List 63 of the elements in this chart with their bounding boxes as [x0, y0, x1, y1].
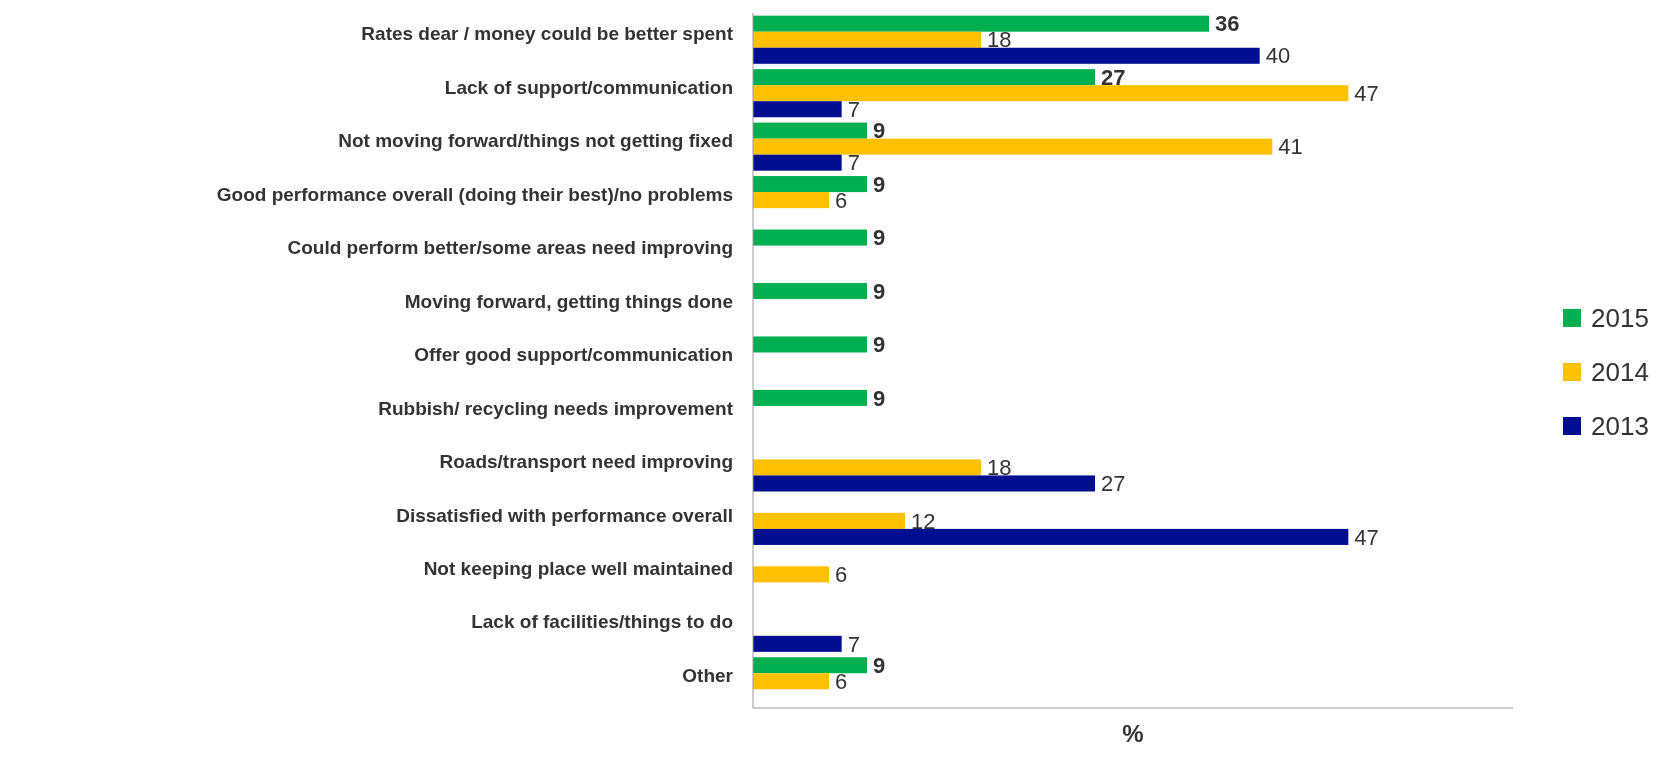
bar: [753, 459, 981, 476]
legend-label: 2014: [1591, 357, 1649, 388]
bar: [753, 47, 1260, 64]
bar: [753, 673, 829, 690]
data-label: 6: [835, 668, 848, 694]
data-label: 6: [835, 562, 848, 588]
bar: [753, 475, 1095, 492]
data-label: 18: [987, 27, 1012, 53]
y-tick-label: Moving forward, getting things done: [404, 290, 733, 312]
data-label: 41: [1278, 134, 1303, 160]
bar: [753, 229, 867, 246]
y-tick-label: Good performance overall (doing their best)/no problems: [216, 183, 733, 205]
data-label: 7: [847, 96, 860, 122]
y-tick-label: Dissatisfied with performance overall: [396, 504, 733, 526]
bar: [753, 336, 867, 353]
y-tick-label: Rates dear / money could be better spent: [361, 23, 734, 45]
data-label: 9: [873, 652, 886, 678]
y-tick-label: Roads/transport need improving: [439, 451, 733, 473]
data-label: 27: [1101, 64, 1126, 90]
data-label: 9: [873, 278, 886, 304]
y-tick-label: Rubbish/ recycling needs improvement: [378, 397, 734, 419]
data-label: 7: [847, 150, 860, 176]
data-label: 9: [873, 118, 886, 144]
data-label: 9: [873, 332, 886, 358]
bar: [753, 512, 905, 529]
x-axis-title: %: [1122, 720, 1144, 748]
bar: [753, 635, 842, 652]
bar: [753, 657, 867, 674]
y-tick-label: Not moving forward/things not getting fixed: [338, 130, 733, 152]
bar: [753, 138, 1273, 155]
bar: [753, 566, 829, 583]
bar: [753, 389, 867, 406]
bar: [753, 154, 842, 171]
y-tick-label: Lack of support/communication: [444, 76, 733, 98]
legend-label: 2015: [1591, 303, 1649, 334]
bar: [753, 192, 829, 209]
data-label: 6: [835, 187, 848, 213]
bar: [753, 69, 1095, 86]
bar: [753, 101, 842, 118]
data-label: 18: [987, 455, 1012, 481]
data-label: 9: [873, 225, 886, 251]
data-label: 40: [1265, 43, 1291, 69]
data-label: 12: [911, 508, 936, 534]
legend-label: 2013: [1591, 411, 1649, 442]
bar: [753, 528, 1349, 545]
bar: [753, 15, 1209, 32]
data-label: 27: [1101, 471, 1126, 497]
bar: [753, 282, 867, 300]
y-tick-label: Not keeping place well maintained: [423, 558, 733, 579]
y-tick-label: Offer good support/communication: [414, 344, 733, 366]
bar: [753, 176, 867, 193]
data-label: 9: [873, 171, 886, 197]
bar: [753, 85, 1349, 102]
bar: [753, 31, 981, 48]
y-tick-label: Lack of facilities/things to do: [471, 611, 733, 633]
data-label: 9: [873, 385, 886, 411]
bar: [753, 122, 867, 139]
data-label: 36: [1215, 11, 1240, 37]
y-tick-label: Could perform better/some areas need improving: [287, 237, 733, 259]
y-tick-label: Other: [682, 664, 734, 686]
data-label: 47: [1354, 80, 1379, 106]
data-label: 7: [847, 631, 860, 657]
data-label: 47: [1354, 524, 1379, 550]
